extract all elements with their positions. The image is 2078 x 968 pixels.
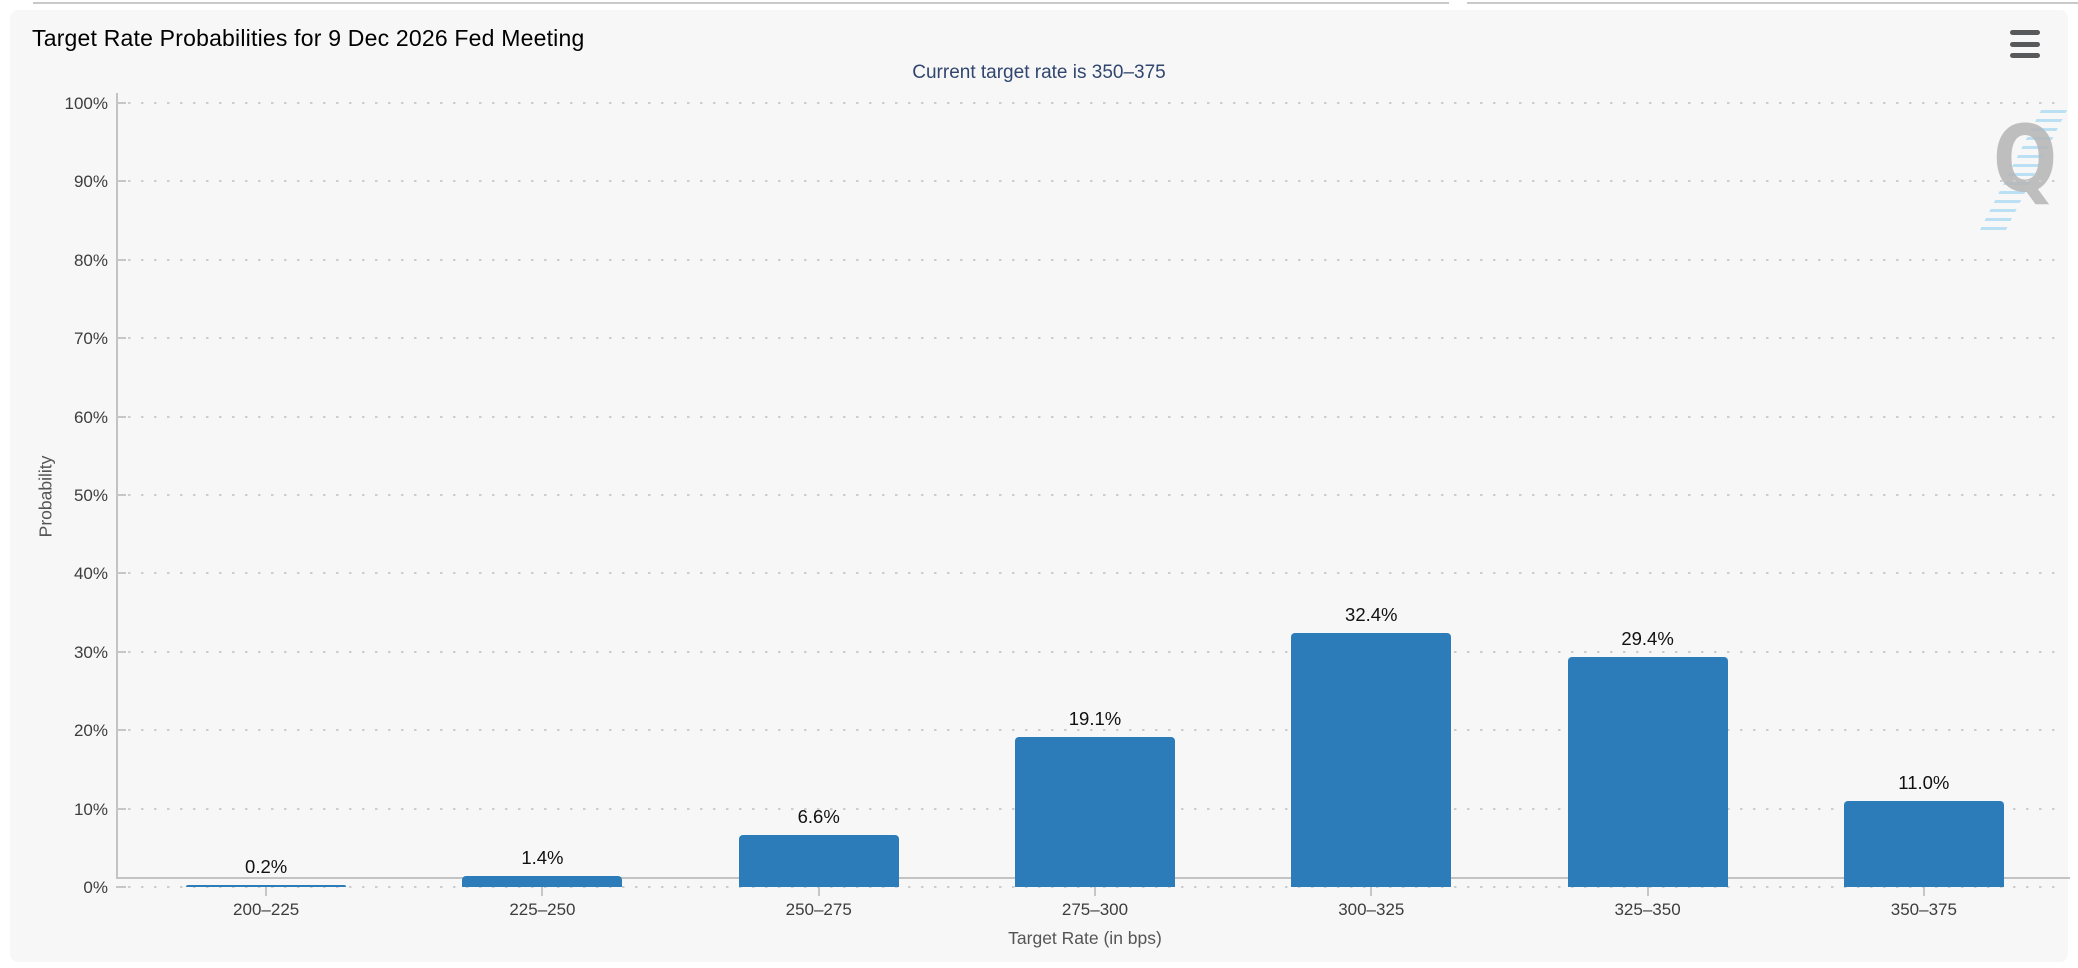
y-gridline [128, 258, 2062, 261]
x-tick-mark [1922, 887, 1925, 896]
y-axis-line [116, 93, 118, 879]
y-tick-label: 70% [73, 329, 108, 349]
y-tick-mark [116, 258, 126, 261]
x-tick-label: 250–275 [785, 900, 852, 919]
x-axis-title: Target Rate (in bps) [1008, 928, 1162, 948]
x-tick-label: 300–325 [1338, 900, 1405, 919]
y-tick-label: 90% [73, 172, 108, 192]
y-gridline [128, 729, 2062, 732]
chart-title: Target Rate Probabilities for 9 Dec 2026… [32, 25, 585, 51]
probability-bar[interactable] [1843, 800, 2004, 887]
bar-value-label: 32.4% [1345, 603, 1398, 625]
y-gridline [128, 102, 2062, 104]
x-tick-mark [541, 887, 544, 896]
hamburger-icon [2010, 30, 2040, 35]
y-tick-label: 40% [73, 564, 108, 584]
y-tick-mark [116, 337, 126, 340]
y-tick-label: 0% [83, 878, 108, 897]
y-gridline [128, 337, 2062, 340]
top-divider-left [33, 2, 1449, 4]
y-tick-label: 10% [73, 799, 108, 819]
y-gridline [128, 180, 2062, 183]
y-gridline [128, 415, 2062, 418]
probability-bar[interactable] [1567, 656, 1728, 887]
current-target-rate-subtitle: Current target rate is 350–375 [912, 62, 1166, 83]
bar-value-label: 6.6% [797, 806, 840, 828]
probability-bar[interactable] [186, 885, 347, 887]
y-gridline [128, 650, 2062, 653]
y-gridline [128, 572, 2062, 575]
quikstrike-watermark-q-icon: Q [1993, 106, 2057, 213]
x-tick-label: 275–300 [1061, 900, 1129, 919]
y-gridline [128, 494, 2062, 496]
probability-bar[interactable] [1015, 737, 1175, 887]
x-tick-mark [265, 887, 268, 896]
y-tick-mark [116, 650, 126, 653]
y-tick-mark [116, 494, 126, 496]
y-tick-mark [116, 729, 126, 732]
x-tick-label: 325–350 [1614, 900, 1681, 919]
y-tick-mark [116, 886, 126, 888]
y-tick-mark [116, 180, 126, 183]
x-tick-label: 200–225 [233, 900, 300, 919]
probability-bar[interactable] [738, 835, 899, 887]
x-tick-label: 225–250 [509, 900, 576, 919]
bar-value-label: 29.4% [1621, 627, 1674, 649]
x-tick-mark [1646, 887, 1649, 896]
probability-bar[interactable] [1291, 632, 1452, 887]
y-tick-mark [116, 572, 126, 575]
bar-value-label: 0.2% [245, 856, 288, 878]
y-tick-label: 80% [73, 250, 108, 270]
x-tick-mark [817, 887, 820, 896]
bar-value-label: 19.1% [1068, 708, 1122, 730]
probability-bar[interactable] [462, 876, 623, 887]
y-tick-label: 100% [64, 94, 108, 113]
y-tick-label: 60% [73, 407, 108, 427]
x-tick-label: 350–375 [1890, 900, 1957, 919]
y-tick-label: 20% [73, 721, 108, 741]
y-tick-mark [116, 102, 126, 104]
bar-value-label: 11.0% [1898, 771, 1950, 793]
y-tick-label: 30% [73, 642, 108, 662]
hamburger-icon [2010, 41, 2040, 47]
y-tick-mark [116, 415, 126, 418]
plot-area: Probability Target Rate (in bps) 0% 10% 20… [10, 10, 2070, 962]
y-tick-mark [116, 807, 126, 810]
y-tick-label: 50% [73, 486, 108, 505]
top-divider-right [1467, 2, 2078, 4]
chart-panel: Target Rate Probabilities for 9 Dec 2026… [10, 10, 2070, 962]
hamburger-icon [2010, 53, 2040, 58]
chart-menu-button[interactable] [2010, 29, 2042, 59]
bar-value-label: 1.4% [521, 847, 564, 869]
x-tick-mark [1094, 887, 1096, 896]
x-tick-mark [1370, 887, 1373, 896]
